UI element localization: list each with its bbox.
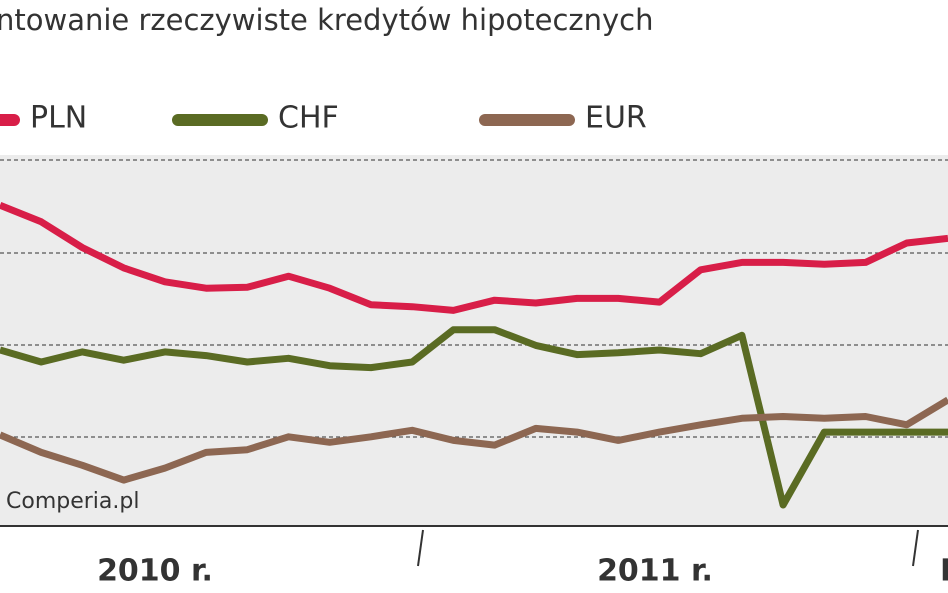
series-line: [0, 326, 948, 509]
plot-background: [0, 155, 948, 525]
legend-label: CHF: [278, 101, 339, 136]
period-label: 2011 r.: [597, 554, 713, 589]
period-label: 2010 r.: [97, 554, 213, 589]
period-label: I: [940, 554, 948, 589]
series-line: [0, 396, 948, 484]
series-line: [0, 201, 948, 314]
period-divider: [912, 529, 919, 567]
legend-label: PLN: [30, 101, 87, 136]
legend-label: EUR: [585, 101, 647, 136]
chart-title: ntowanie rzeczywiste kredytów hipoteczny…: [0, 3, 653, 37]
period-divider: [417, 529, 424, 567]
source: Comperia.pl: [6, 489, 139, 514]
